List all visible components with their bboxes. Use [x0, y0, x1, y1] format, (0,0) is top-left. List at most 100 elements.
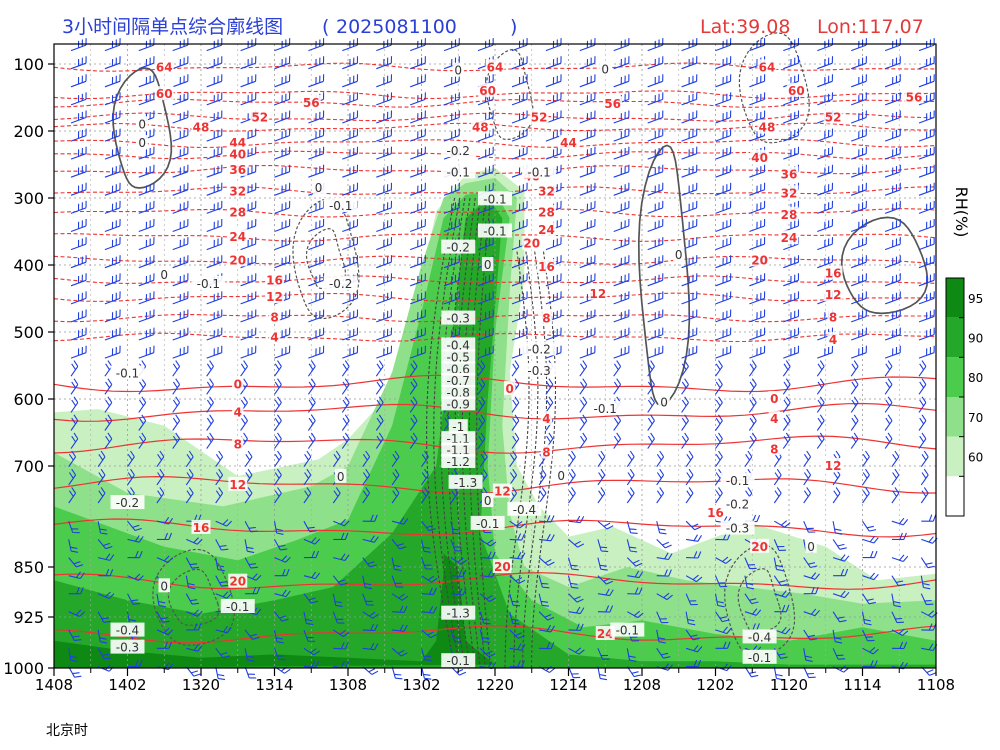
wind-barb [443, 74, 460, 88]
wind-barb [68, 586, 84, 595]
omega-label-bg [478, 191, 512, 206]
wind-barb [410, 327, 426, 341]
omega-label-bg [323, 275, 358, 290]
wind-barb [579, 327, 596, 341]
wind-barb [832, 590, 850, 599]
temp-label-bg [191, 119, 211, 134]
wind-barb [803, 648, 813, 662]
temp-label-bg [503, 380, 516, 395]
wind-barb [685, 629, 700, 641]
wind-barb [450, 521, 461, 535]
wind-barb [479, 611, 491, 625]
wind-barb [303, 660, 320, 668]
wind-barb [511, 396, 520, 413]
wind-barb [342, 128, 359, 142]
colorbar-tick-label: 80 [968, 371, 983, 385]
wind-barb [479, 593, 496, 602]
wind-barb [104, 38, 121, 52]
omega-loop-dashed [167, 568, 220, 626]
wind-barb [244, 557, 258, 569]
wind-barb [409, 360, 418, 377]
wind-barb [817, 345, 834, 359]
wind-barb [817, 128, 834, 142]
wind-barb [274, 110, 291, 124]
wind-barb [748, 360, 757, 377]
wind-barb [240, 38, 257, 52]
wind-barb [240, 92, 257, 106]
wind-barb [597, 575, 614, 585]
wind-barb [626, 648, 637, 662]
wind-barb [172, 146, 189, 160]
y-tick-label: 1000 [3, 659, 44, 678]
wind-barb [244, 450, 253, 468]
wind-barb [891, 532, 907, 540]
omega-label: -0.1 [483, 192, 506, 206]
wind-barb [511, 432, 520, 449]
wind-barb [307, 360, 316, 377]
wind-barb [70, 255, 87, 269]
omega-core-contour [426, 197, 456, 669]
wind-barb [274, 327, 291, 341]
omega-label-bg [441, 396, 476, 411]
latitude-label: Lat:39.08 [700, 16, 790, 38]
temp-label: 64 [759, 60, 776, 74]
wind-barb [613, 182, 630, 196]
wind-barb [783, 255, 800, 269]
wind-barb [443, 128, 460, 142]
temp-label: 28 [538, 206, 555, 220]
temp-label: 64 [156, 60, 173, 74]
temp-label-bg [265, 272, 284, 287]
temp-label-bg [559, 135, 578, 150]
wind-barb [579, 56, 596, 70]
temp-label: 0 [234, 377, 242, 391]
wind-barb [918, 182, 935, 196]
wind-barb [332, 450, 341, 468]
wind-barb [509, 611, 520, 625]
wind-barb [127, 550, 143, 559]
temp-label: 24 [597, 627, 614, 641]
wind-barb [68, 521, 80, 534]
wind-barb [681, 345, 698, 359]
temp-label: 12 [229, 478, 246, 492]
wind-barb [206, 218, 223, 233]
wind-barb [307, 378, 316, 395]
wind-barb [647, 255, 664, 269]
wind-barb [626, 539, 638, 553]
wind-barb [749, 38, 766, 52]
wind-barb [206, 396, 214, 413]
temp-label-bg [228, 135, 248, 150]
wind-barb [681, 396, 689, 413]
wind-barb [138, 56, 155, 70]
omega-label-bg [441, 372, 476, 387]
wind-barb [681, 182, 698, 196]
wind-barb [597, 557, 608, 571]
wind-barb [647, 200, 664, 214]
wind-barb [215, 625, 232, 634]
wind-barb [362, 487, 371, 504]
wind-barb [545, 273, 562, 287]
wind-barb [70, 378, 79, 395]
wind-barb [273, 521, 284, 535]
isotherm-dashed [53, 275, 937, 284]
wind-barb [613, 255, 630, 269]
wind-barb [477, 273, 494, 287]
wind-barb [274, 589, 291, 598]
wind-barb [509, 643, 526, 651]
wind-barb [613, 110, 630, 124]
wind-barb [715, 611, 730, 623]
y-tick-label: 500 [13, 323, 44, 342]
wind-barb [817, 200, 834, 214]
wind-barb [681, 360, 689, 377]
wind-barb [70, 291, 87, 305]
wind-barb [104, 291, 121, 305]
wind-barb [656, 552, 673, 561]
wind-barb [715, 327, 732, 341]
wind-barb [861, 611, 872, 626]
wind-barb [511, 74, 528, 88]
wind-barb [884, 432, 893, 449]
temp-label-bg [603, 96, 623, 111]
wind-barb [545, 110, 562, 124]
wind-barb [714, 593, 725, 608]
temp-label: 16 [193, 521, 210, 535]
